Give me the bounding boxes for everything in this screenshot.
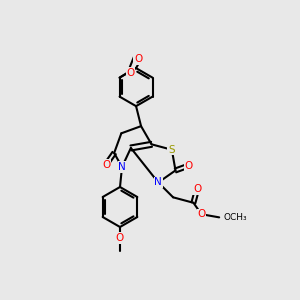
Text: O: O bbox=[127, 68, 135, 78]
Text: O: O bbox=[116, 233, 124, 243]
Text: N: N bbox=[118, 162, 126, 172]
FancyBboxPatch shape bbox=[167, 146, 177, 153]
Text: O: O bbox=[102, 160, 110, 170]
FancyBboxPatch shape bbox=[102, 161, 111, 168]
Text: OCH₃: OCH₃ bbox=[223, 213, 247, 222]
Text: O: O bbox=[184, 160, 193, 171]
Text: O: O bbox=[193, 184, 201, 194]
FancyBboxPatch shape bbox=[184, 162, 193, 169]
Text: O: O bbox=[134, 54, 142, 64]
FancyBboxPatch shape bbox=[117, 164, 127, 170]
FancyBboxPatch shape bbox=[197, 211, 206, 218]
Text: S: S bbox=[169, 145, 175, 155]
FancyBboxPatch shape bbox=[116, 235, 124, 242]
Text: O: O bbox=[197, 209, 206, 219]
FancyBboxPatch shape bbox=[153, 179, 163, 186]
FancyBboxPatch shape bbox=[193, 186, 202, 193]
Text: N: N bbox=[154, 178, 162, 188]
